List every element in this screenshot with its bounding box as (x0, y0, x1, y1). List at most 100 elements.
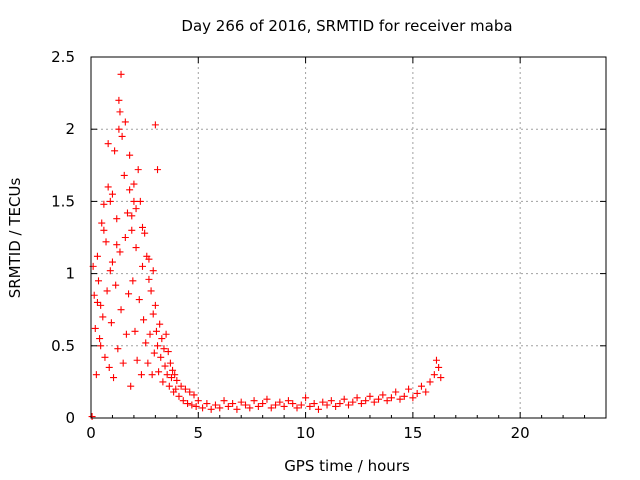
data-point (110, 374, 118, 382)
data-point (188, 401, 196, 409)
data-point (99, 313, 107, 321)
data-point (133, 356, 141, 364)
data-point (126, 186, 134, 194)
data-point (129, 277, 137, 285)
data-point (146, 330, 154, 338)
data-point (108, 258, 116, 266)
data-point (136, 197, 144, 205)
grid (91, 57, 606, 418)
data-point (149, 267, 157, 275)
data-point (190, 391, 198, 399)
data-point (392, 388, 400, 396)
data-point (139, 223, 146, 231)
data-point (242, 401, 249, 409)
data-point (141, 229, 149, 237)
data-point (121, 234, 129, 241)
data-point (107, 319, 115, 327)
y-tick-label: 2.5 (51, 48, 75, 66)
data-point (154, 342, 162, 350)
data-point (254, 402, 262, 410)
data-point (161, 362, 169, 370)
data-point (144, 359, 152, 367)
x-tick-label: 5 (194, 424, 204, 442)
data-point (375, 395, 383, 403)
data-points (88, 70, 445, 421)
data-point (95, 277, 103, 285)
data-point (103, 287, 111, 295)
data-point (400, 392, 408, 400)
y-tick-label: 0 (65, 409, 75, 427)
data-point (114, 345, 122, 353)
data-point (134, 166, 142, 174)
data-point (97, 342, 105, 350)
data-point (98, 219, 106, 227)
data-point (127, 382, 135, 390)
y-tick-label: 0.5 (51, 337, 75, 355)
data-point (284, 397, 292, 405)
data-point (123, 209, 131, 217)
data-point (92, 371, 100, 379)
y-tick-label: 2 (65, 120, 75, 138)
y-tick-label: 1 (65, 265, 75, 283)
data-point (151, 121, 159, 129)
y-axis-title: SRMTID / TECUs (6, 178, 24, 299)
data-point (104, 183, 112, 191)
data-point (111, 147, 119, 155)
data-point (173, 376, 181, 384)
data-point (149, 310, 157, 318)
data-point (145, 255, 153, 263)
data-point (101, 353, 109, 361)
data-point (199, 404, 207, 412)
data-point (156, 320, 164, 328)
data-point (166, 359, 174, 367)
data-point (126, 151, 134, 159)
data-point (100, 200, 108, 208)
data-point (387, 394, 395, 402)
data-point (413, 389, 421, 397)
plot-frame (90, 56, 607, 419)
data-point (293, 404, 301, 412)
data-point (139, 262, 146, 270)
data-point (314, 405, 322, 413)
data-point (128, 212, 136, 220)
data-point (113, 241, 121, 249)
y-tick-label: 1.5 (51, 192, 75, 210)
data-point (152, 327, 160, 335)
data-point (211, 401, 219, 409)
data-point (297, 401, 305, 409)
data-point (310, 400, 318, 408)
data-point (177, 382, 185, 390)
data-point (116, 108, 124, 116)
data-point (172, 385, 180, 393)
data-point (366, 392, 374, 400)
data-point (102, 238, 110, 246)
data-point (116, 248, 124, 256)
data-point (117, 306, 125, 314)
data-point (357, 400, 365, 408)
data-point (162, 330, 170, 338)
data-point (405, 385, 413, 393)
data-point (229, 400, 237, 408)
data-point (150, 349, 158, 357)
data-point (175, 392, 183, 400)
data-point (179, 397, 187, 405)
data-point (417, 382, 425, 390)
chart-title: Day 266 of 2016, SRMTID for receiver mab… (181, 17, 512, 35)
data-point (192, 402, 200, 410)
data-point (137, 371, 145, 379)
data-point (207, 405, 215, 413)
data-point (147, 287, 155, 295)
data-point (430, 371, 438, 379)
data-point (319, 398, 327, 406)
data-point (132, 205, 140, 213)
data-point (432, 356, 440, 364)
axes: 0 5 10 15 20 0 0.5 1 1.5 2 2.5 (51, 48, 607, 442)
data-point (422, 388, 430, 396)
data-point (336, 400, 344, 408)
data-point (151, 301, 159, 309)
data-point (353, 394, 361, 402)
data-point (160, 345, 168, 353)
data-point (184, 400, 192, 408)
data-point (437, 374, 445, 382)
data-point (117, 70, 125, 78)
